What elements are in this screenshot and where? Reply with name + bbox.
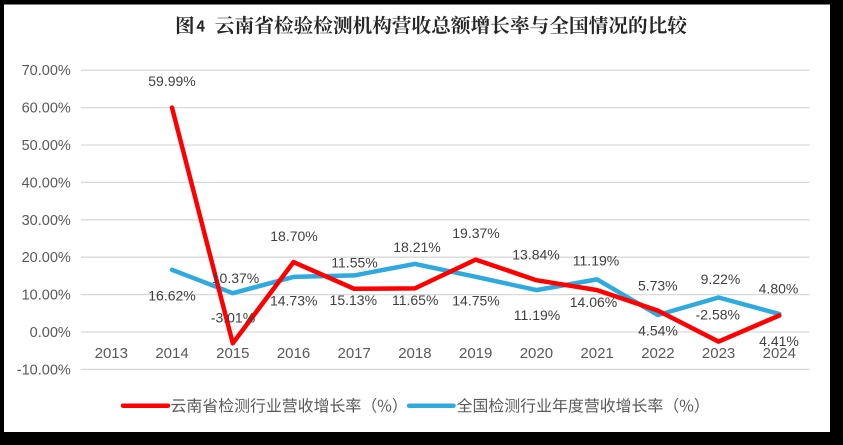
svg-text:4.54%: 4.54% (638, 323, 678, 339)
svg-text:11.65%: 11.65% (392, 292, 438, 308)
svg-text:2017: 2017 (338, 345, 371, 362)
svg-text:59.99%: 59.99% (148, 73, 195, 89)
svg-text:30.00%: 30.00% (22, 213, 71, 229)
svg-text:0.00%: 0.00% (30, 325, 71, 341)
svg-text:9.22%: 9.22% (701, 271, 741, 287)
svg-text:11.55%: 11.55% (331, 255, 377, 271)
svg-text:-2.58%: -2.58% (696, 307, 740, 323)
svg-text:50.00%: 50.00% (22, 138, 71, 154)
svg-text:2023: 2023 (702, 345, 735, 362)
svg-text:20.00%: 20.00% (22, 250, 71, 266)
svg-text:15.13%: 15.13% (330, 292, 377, 308)
svg-text:5.73%: 5.73% (638, 277, 678, 293)
svg-text:4.80%: 4.80% (759, 281, 799, 297)
svg-text:14.73%: 14.73% (270, 293, 317, 309)
svg-text:19.37%: 19.37% (452, 225, 499, 241)
svg-text:2022: 2022 (641, 345, 674, 362)
svg-text:2021: 2021 (580, 345, 613, 362)
svg-text:10.37%: 10.37% (212, 270, 259, 286)
svg-text:14.06%: 14.06% (570, 294, 617, 310)
svg-text:-10.00%: -10.00% (17, 362, 71, 378)
svg-text:18.70%: 18.70% (270, 228, 317, 244)
svg-text:2016: 2016 (277, 345, 310, 362)
svg-text:2014: 2014 (155, 345, 188, 362)
svg-text:18.21%: 18.21% (393, 239, 440, 255)
svg-text:2020: 2020 (520, 345, 553, 362)
svg-text:2018: 2018 (398, 345, 431, 362)
svg-text:14.75%: 14.75% (452, 293, 499, 309)
svg-text:2024: 2024 (763, 345, 796, 362)
svg-text:4.41%: 4.41% (759, 333, 799, 349)
svg-text:2019: 2019 (459, 345, 492, 362)
svg-text:10.00%: 10.00% (22, 288, 71, 304)
svg-text:60.00%: 60.00% (22, 101, 71, 117)
svg-text:70.00%: 70.00% (22, 63, 71, 79)
svg-text:13.84%: 13.84% (512, 247, 559, 263)
svg-text:11.19%: 11.19% (514, 307, 560, 323)
svg-text:2015: 2015 (216, 345, 249, 362)
svg-text:11.19%: 11.19% (573, 253, 619, 269)
svg-text:40.00%: 40.00% (22, 175, 71, 191)
svg-text:16.62%: 16.62% (148, 287, 195, 303)
svg-text:-3.01%: -3.01% (211, 310, 255, 326)
svg-text:2013: 2013 (95, 345, 128, 362)
